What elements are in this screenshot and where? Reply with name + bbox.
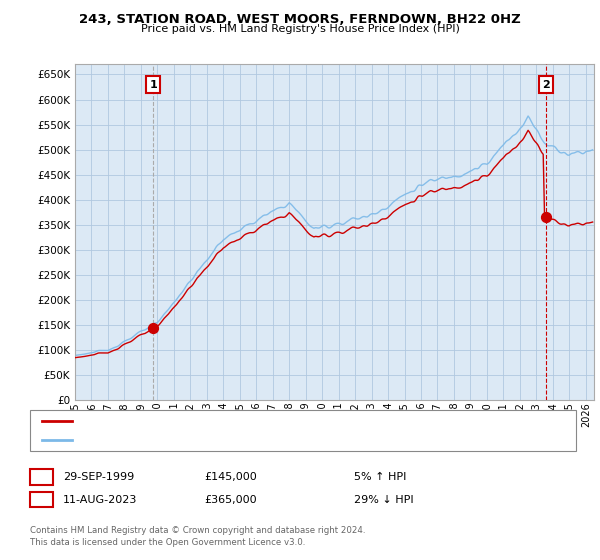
Text: 2: 2 <box>542 80 550 90</box>
Text: 29-SEP-1999: 29-SEP-1999 <box>63 472 134 482</box>
Text: 1: 1 <box>37 470 46 484</box>
Text: 2: 2 <box>37 493 46 506</box>
Text: 5% ↑ HPI: 5% ↑ HPI <box>354 472 406 482</box>
Point <box>148 323 158 332</box>
Point <box>541 213 551 222</box>
Text: £365,000: £365,000 <box>204 494 257 505</box>
Text: Price paid vs. HM Land Registry's House Price Index (HPI): Price paid vs. HM Land Registry's House … <box>140 24 460 34</box>
Text: 11-AUG-2023: 11-AUG-2023 <box>63 494 137 505</box>
Text: 1: 1 <box>149 80 157 90</box>
Text: HPI: Average price, detached house, Dorset: HPI: Average price, detached house, Dors… <box>78 435 305 445</box>
Text: 243, STATION ROAD, WEST MOORS, FERNDOWN, BH22 0HZ (detached house): 243, STATION ROAD, WEST MOORS, FERNDOWN,… <box>78 417 483 426</box>
Text: £145,000: £145,000 <box>204 472 257 482</box>
Text: Contains HM Land Registry data © Crown copyright and database right 2024.
This d: Contains HM Land Registry data © Crown c… <box>30 526 365 547</box>
Text: 29% ↓ HPI: 29% ↓ HPI <box>354 494 413 505</box>
Text: 243, STATION ROAD, WEST MOORS, FERNDOWN, BH22 0HZ: 243, STATION ROAD, WEST MOORS, FERNDOWN,… <box>79 13 521 26</box>
